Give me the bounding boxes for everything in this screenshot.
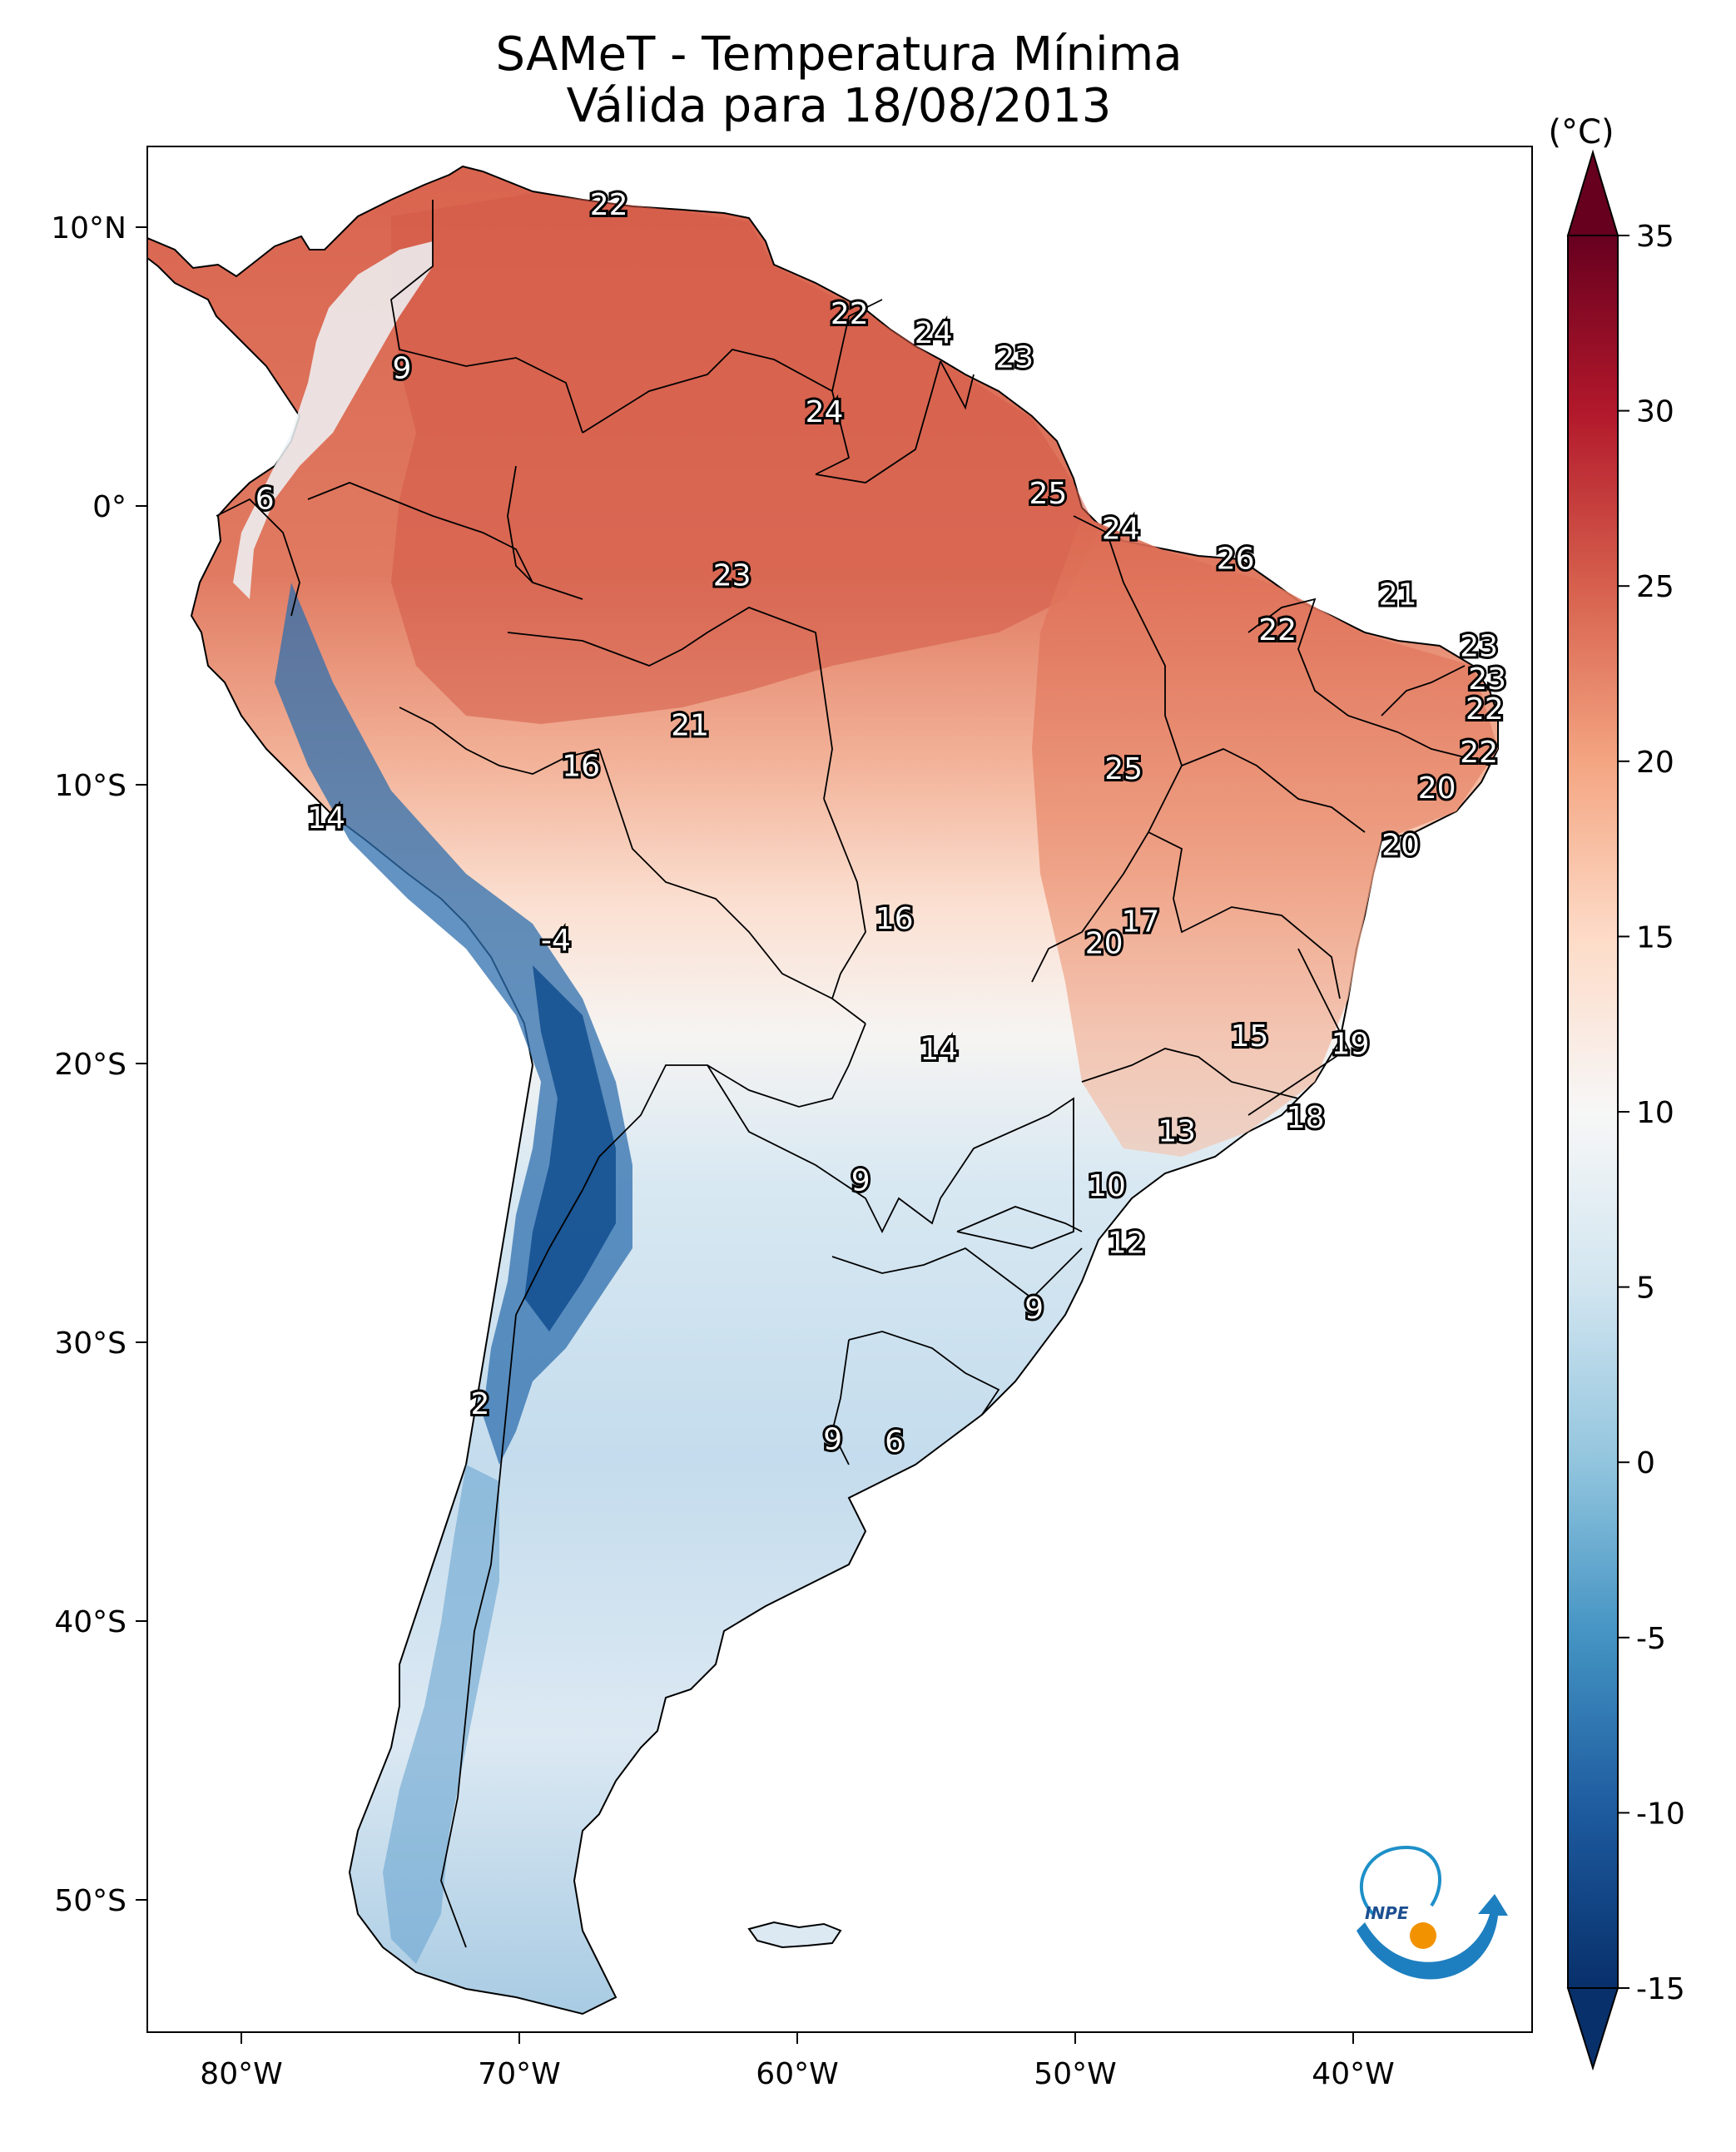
value-label: 6 [885, 1426, 904, 1460]
value-label: 22 [1258, 613, 1297, 647]
country-borders [216, 200, 1490, 1948]
y-tick-0: 0° [92, 490, 126, 524]
colorbar-tick-label: 25 [1636, 570, 1674, 604]
value-label: 22 [590, 188, 628, 222]
map-panel [147, 165, 1499, 2016]
value-label: 13 [1158, 1114, 1196, 1148]
southern-andes [383, 1465, 499, 1964]
title-line-2: Válida para 18/08/2013 [566, 79, 1112, 133]
value-label: 25 [1104, 752, 1143, 786]
colorbar-tick-label: 5 [1636, 1272, 1655, 1306]
inpe-logo: INPE [1357, 1845, 1508, 1980]
value-label: 9 [851, 1163, 870, 1197]
value-label: 9 [823, 1422, 842, 1456]
value-label: 22 [831, 297, 869, 331]
warm-core [391, 193, 1099, 724]
colorbar-tick-label: -15 [1636, 1972, 1685, 2006]
colorbar-tick-label: 10 [1636, 1096, 1674, 1130]
value-label: 17 [1121, 905, 1159, 939]
value-label: 19 [1332, 1028, 1370, 1062]
value-label: 15 [1231, 1019, 1269, 1054]
warm-northeast [1032, 516, 1498, 1157]
value-label: 21 [1379, 578, 1417, 612]
colorbar-gradient [1567, 235, 1619, 1989]
x-tick-80w: 80°W [200, 2057, 282, 2091]
value-label: 23 [1460, 630, 1498, 664]
y-tick-50s: 50°S [54, 1884, 126, 1918]
value-label: 20 [1381, 829, 1420, 863]
value-label: 2 [471, 1387, 490, 1421]
axes-frame [146, 146, 1533, 2033]
value-label: 21 [671, 709, 709, 743]
value-label: 6 [255, 483, 275, 517]
colorbar-max-extend [1566, 149, 1619, 236]
value-label: 23 [995, 340, 1034, 374]
andes-coldest [524, 965, 616, 1331]
value-label: 24 [915, 316, 953, 350]
value-label: 25 [1029, 477, 1067, 511]
x-tick-50w: 50°W [1034, 2057, 1116, 2091]
value-label: 14 [307, 801, 345, 836]
title-line-1: SAMeT - Temperatura Mínima [495, 27, 1183, 82]
value-label: 22 [1460, 736, 1498, 770]
value-label: 20 [1418, 771, 1456, 806]
value-label: 18 [1287, 1101, 1325, 1135]
y-tick-20s: 20°S [54, 1048, 126, 1082]
colorbar-tick-label: 20 [1636, 746, 1674, 780]
y-tick-10n: 10°N [51, 211, 126, 245]
value-label: 24 [1102, 513, 1140, 547]
value-label: 23 [713, 558, 751, 593]
x-tick-70w: 70°W [478, 2057, 560, 2091]
colorbar-min-extend [1566, 1987, 1619, 2071]
value-label: 10 [1088, 1169, 1126, 1203]
colombia-andes [233, 241, 433, 599]
value-label: 22 [1466, 692, 1504, 726]
logo-text: INPE [1365, 1903, 1409, 1923]
colorbar-tick-label: -5 [1636, 1622, 1666, 1656]
value-label: 9 [1024, 1292, 1044, 1326]
value-label: 16 [875, 902, 914, 936]
value-label: 12 [1108, 1227, 1146, 1261]
value-label: -4 [541, 924, 571, 958]
x-tick-60w: 60°W [756, 2057, 838, 2091]
value-label: 26 [1217, 543, 1255, 577]
y-tick-30s: 30°S [54, 1326, 126, 1361]
colorbar-tick-label: 0 [1636, 1446, 1655, 1480]
colorbar-tick-label: 30 [1636, 395, 1674, 429]
y-tick-10s: 10°S [54, 769, 126, 803]
y-tick-40s: 40°S [54, 1605, 126, 1639]
colorbar-tick-label: -10 [1636, 1797, 1685, 1831]
colorbar-tick-label: 15 [1636, 920, 1674, 955]
colorbar: (°C) 35 30 25 20 15 10 5 0 -5 -10 -15 [1548, 113, 1685, 2071]
falkland-islands [747, 1921, 842, 1949]
value-label: 20 [1085, 926, 1123, 960]
axis-ticks [136, 226, 1354, 2044]
colorbar-unit: (°C) [1548, 113, 1614, 151]
value-label: 9 [392, 352, 411, 386]
value-label: 23 [1468, 662, 1506, 697]
value-label: 14 [920, 1033, 958, 1067]
value-label: 24 [806, 395, 844, 429]
x-tick-40w: 40°W [1312, 2057, 1394, 2091]
colorbar-tick-label: 35 [1636, 220, 1674, 254]
value-label: 16 [562, 750, 600, 784]
